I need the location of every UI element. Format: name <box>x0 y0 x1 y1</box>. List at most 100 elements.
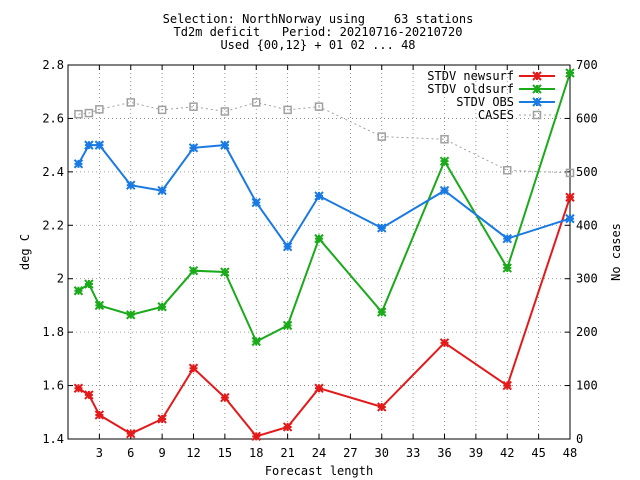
data-point <box>314 191 324 201</box>
y2-tick-label: 600 <box>576 111 598 125</box>
x-tick-label: 15 <box>218 446 232 460</box>
data-point <box>84 279 94 289</box>
x-tick-label: 42 <box>500 446 514 460</box>
data-point <box>84 108 94 118</box>
legend-item-stdv-obs: STDV OBS <box>456 95 555 109</box>
y-tick-label: 2.6 <box>42 111 64 125</box>
series-cases <box>74 98 575 178</box>
data-point <box>126 310 136 320</box>
data-point <box>84 390 94 400</box>
x-tick-label: 45 <box>531 446 545 460</box>
data-point <box>565 168 575 178</box>
x-tick-label: 30 <box>375 446 389 460</box>
data-point <box>220 392 230 403</box>
data-point <box>282 422 293 432</box>
series-stdv-obs <box>73 140 575 252</box>
data-point <box>189 102 198 111</box>
y-tick-labels: 1.4 1.6 1.8 2 2.2 2.4 2.6 2.8 <box>42 58 64 446</box>
data-point <box>502 380 512 391</box>
y-tick-label: 2 <box>57 272 64 286</box>
data-point <box>502 263 512 273</box>
data-point <box>439 338 450 348</box>
series-line-cases <box>78 101 571 174</box>
data-point <box>377 223 387 233</box>
data-point <box>377 307 387 317</box>
data-point <box>126 180 136 190</box>
x-axis-label: Forecast length <box>265 464 373 478</box>
series-line-stdv-oldsurf <box>77 72 571 343</box>
data-point <box>251 431 261 442</box>
y-tick-label: 2.2 <box>42 218 64 232</box>
data-point <box>73 286 84 296</box>
y2-tick-label: 500 <box>576 165 598 179</box>
axis-ticks <box>68 64 571 440</box>
y-tick-label: 1.4 <box>42 432 64 446</box>
data-point <box>439 185 450 196</box>
series-line-stdv-newsurf <box>77 196 571 438</box>
x-tick-label: 27 <box>343 446 357 460</box>
y2-tick-labels: 0 100 200 300 400 500 600 700 <box>576 58 598 446</box>
legend-label: STDV newsurf <box>427 69 514 83</box>
data-point <box>502 233 512 244</box>
data-point <box>377 402 387 412</box>
x-tick-label: 33 <box>406 446 420 460</box>
y2-tick-label: 700 <box>576 58 598 72</box>
data-point <box>157 185 167 196</box>
x-tick-label: 12 <box>186 446 200 460</box>
data-point <box>84 140 94 150</box>
y-tick-label: 1.6 <box>42 379 64 393</box>
data-point <box>377 132 386 141</box>
data-point <box>282 241 293 252</box>
chart-title: Selection: NorthNorway using 63 stations… <box>163 12 474 52</box>
data-point <box>73 383 84 393</box>
data-point <box>94 300 105 311</box>
data-point <box>440 135 449 144</box>
series-layer <box>73 68 575 442</box>
data-point <box>74 109 83 119</box>
data-point <box>565 213 575 224</box>
legend-label: STDV oldsurf <box>427 82 514 96</box>
x-tick-label: 21 <box>280 446 294 460</box>
legend-label: STDV OBS <box>456 95 514 109</box>
data-point <box>188 363 199 373</box>
x-tick-label: 36 <box>437 446 451 460</box>
x-tick-label: 18 <box>249 446 263 460</box>
title-line-1: Selection: NorthNorway using 63 stations <box>163 12 474 26</box>
legend-swatch-marker <box>532 71 542 81</box>
y2-tick-label: 400 <box>576 218 598 232</box>
legend-swatch-marker <box>532 110 542 120</box>
y2-tick-label: 200 <box>576 325 598 339</box>
y-axis-label: deg C <box>18 234 32 270</box>
x-tick-label: 39 <box>469 446 483 460</box>
series-line-stdv-obs <box>77 144 571 249</box>
x-tick-label: 6 <box>127 446 134 460</box>
data-point <box>251 336 261 347</box>
data-point <box>314 233 324 244</box>
data-point <box>282 320 293 331</box>
y2-tick-label: 300 <box>576 272 598 286</box>
y2-tick-label: 100 <box>576 379 598 393</box>
data-point <box>314 383 324 393</box>
data-point <box>220 107 230 116</box>
legend-item-cases: CASES <box>478 108 555 122</box>
y2-axis-label: No cases <box>609 223 623 281</box>
series-stdv-newsurf <box>73 192 575 442</box>
legend-item-stdv-oldsurf: STDV oldsurf <box>427 82 555 96</box>
legend-swatch-marker <box>532 97 542 107</box>
series-stdv-oldsurf <box>73 68 575 347</box>
x-tick-label: 9 <box>159 446 166 460</box>
x-tick-label: 24 <box>312 446 326 460</box>
x-tick-label: 48 <box>563 446 577 460</box>
data-point <box>94 410 105 420</box>
data-point <box>157 105 167 115</box>
data-point <box>126 428 136 439</box>
legend-item-stdv-newsurf: STDV newsurf <box>427 69 555 83</box>
data-point <box>314 102 324 111</box>
title-line-3: Used {00,12} + 01 02 ... 48 <box>220 38 415 52</box>
data-point <box>252 98 261 107</box>
x-tick-label: 3 <box>96 446 103 460</box>
y-tick-label: 2.4 <box>42 165 64 179</box>
data-point <box>439 156 450 166</box>
